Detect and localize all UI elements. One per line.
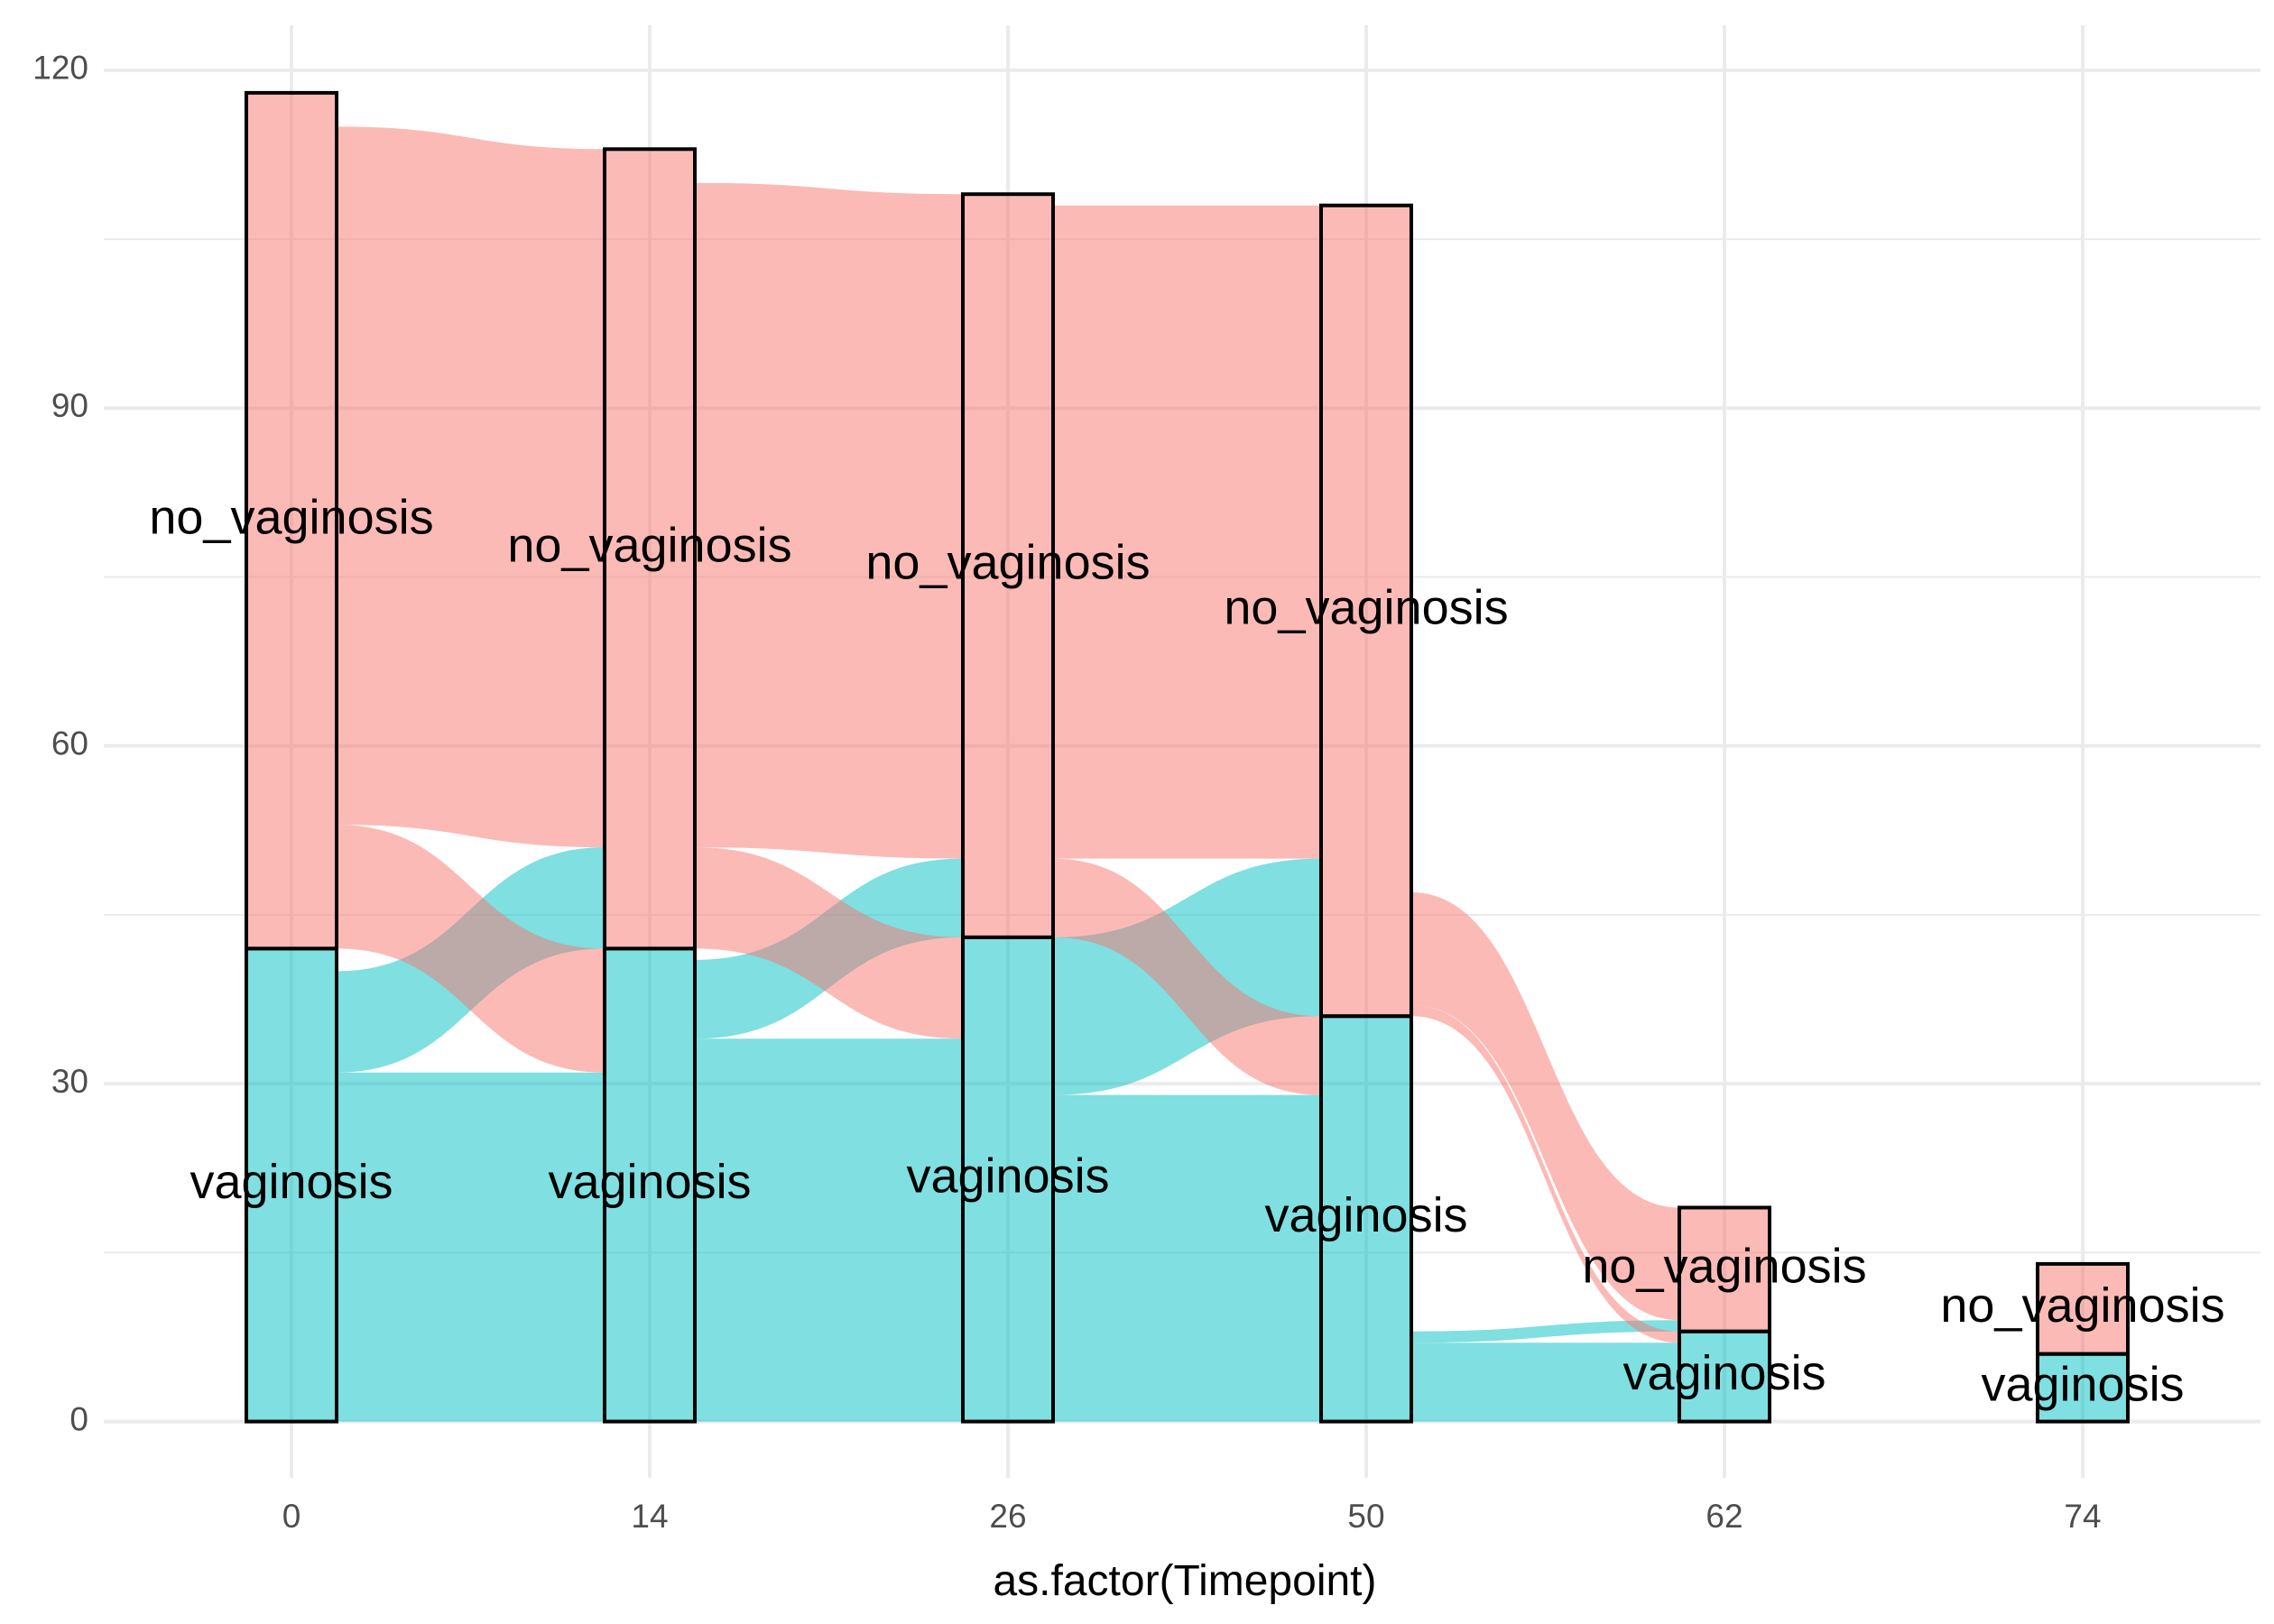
stratum-vaginosis <box>245 946 338 1424</box>
x-tick-label: 62 <box>1706 1498 1742 1535</box>
x-tick-label: 14 <box>631 1498 668 1535</box>
stratum-label-no_vaginosis: no_vaginosis <box>507 519 791 573</box>
flow-no_vaginosis-to-no_vaginosis <box>1053 205 1321 859</box>
stratum-vaginosis <box>961 935 1055 1424</box>
stratum-no_vaginosis <box>245 90 338 951</box>
x-tick-label: 26 <box>989 1498 1026 1535</box>
y-tick-label: 0 <box>69 1400 88 1437</box>
stratum-label-vaginosis: vaginosis <box>1622 1346 1826 1400</box>
stratum-label-no_vaginosis: no_vaginosis <box>865 535 1150 589</box>
stratum-label-no_vaginosis: no_vaginosis <box>1940 1278 2224 1333</box>
y-tick-label: 90 <box>51 387 88 424</box>
stratum-label-no_vaginosis: no_vaginosis <box>1224 580 1508 634</box>
x-axis-tick-labels: 0 14 26 50 62 74 <box>282 1498 2102 1535</box>
stratum-no_vaginosis <box>603 147 697 951</box>
stratum-label-vaginosis: vaginosis <box>1981 1357 2184 1411</box>
stratum-no_vaginosis <box>2036 1261 2130 1356</box>
flow-no_vaginosis-to-no_vaginosis <box>1411 892 1679 1321</box>
stratum-label-no_vaginosis: no_vaginosis <box>1582 1239 1866 1293</box>
flow-vaginosis-to-vaginosis <box>1411 1343 1679 1422</box>
stratum-no_vaginosis <box>1678 1205 1771 1333</box>
stratum-labels: no_vaginosisvaginosisno_vaginosisvaginos… <box>149 490 2224 1411</box>
stratum-vaginosis <box>603 946 697 1424</box>
y-tick-label: 30 <box>51 1063 88 1100</box>
stratum-vaginosis <box>1319 1014 1413 1424</box>
flow-vaginosis-to-vaginosis <box>695 1038 963 1422</box>
flow-no_vaginosis-to-no_vaginosis <box>695 182 963 859</box>
alluvial-flows <box>337 126 1679 1422</box>
flow-no_vaginosis-to-vaginosis <box>1411 1004 1679 1343</box>
stratum-no_vaginosis <box>961 192 1055 939</box>
x-tick-label: 0 <box>282 1498 301 1535</box>
flow-no_vaginosis-to-no_vaginosis <box>337 126 605 848</box>
flow-no_vaginosis-to-vaginosis <box>1053 858 1321 1095</box>
stratum-label-vaginosis: vaginosis <box>190 1155 393 1209</box>
stratum-boxes <box>245 90 2130 1424</box>
stratum-label-no_vaginosis: no_vaginosis <box>149 490 433 544</box>
stratum-label-vaginosis: vaginosis <box>906 1149 1109 1204</box>
stratum-no_vaginosis <box>1319 203 1413 1019</box>
stratum-label-vaginosis: vaginosis <box>1264 1188 1467 1242</box>
x-tick-label: 74 <box>2064 1498 2101 1535</box>
stratum-vaginosis <box>2036 1352 2130 1424</box>
flow-vaginosis-to-no_vaginosis <box>1411 1320 1679 1343</box>
stratum-label-vaginosis: vaginosis <box>548 1155 751 1209</box>
y-tick-label: 120 <box>32 50 88 87</box>
stratum-vaginosis <box>1678 1329 1771 1424</box>
x-axis-title: as.factor(Timepoint) <box>993 1557 1376 1605</box>
flow-vaginosis-to-vaginosis <box>1053 1094 1321 1422</box>
flow-no_vaginosis-to-vaginosis <box>337 825 605 1073</box>
y-axis-tick-labels: 0 30 60 90 120 <box>32 50 88 1438</box>
x-tick-label: 50 <box>1347 1498 1384 1535</box>
flow-no_vaginosis-to-vaginosis <box>695 847 963 1039</box>
flow-vaginosis-to-vaginosis <box>337 1072 605 1422</box>
y-tick-label: 60 <box>51 725 88 762</box>
